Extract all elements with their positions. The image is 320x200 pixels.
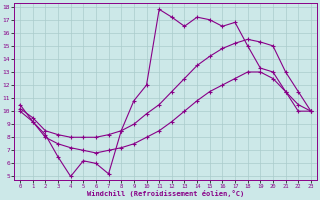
X-axis label: Windchill (Refroidissement éolien,°C): Windchill (Refroidissement éolien,°C) (87, 190, 244, 197)
